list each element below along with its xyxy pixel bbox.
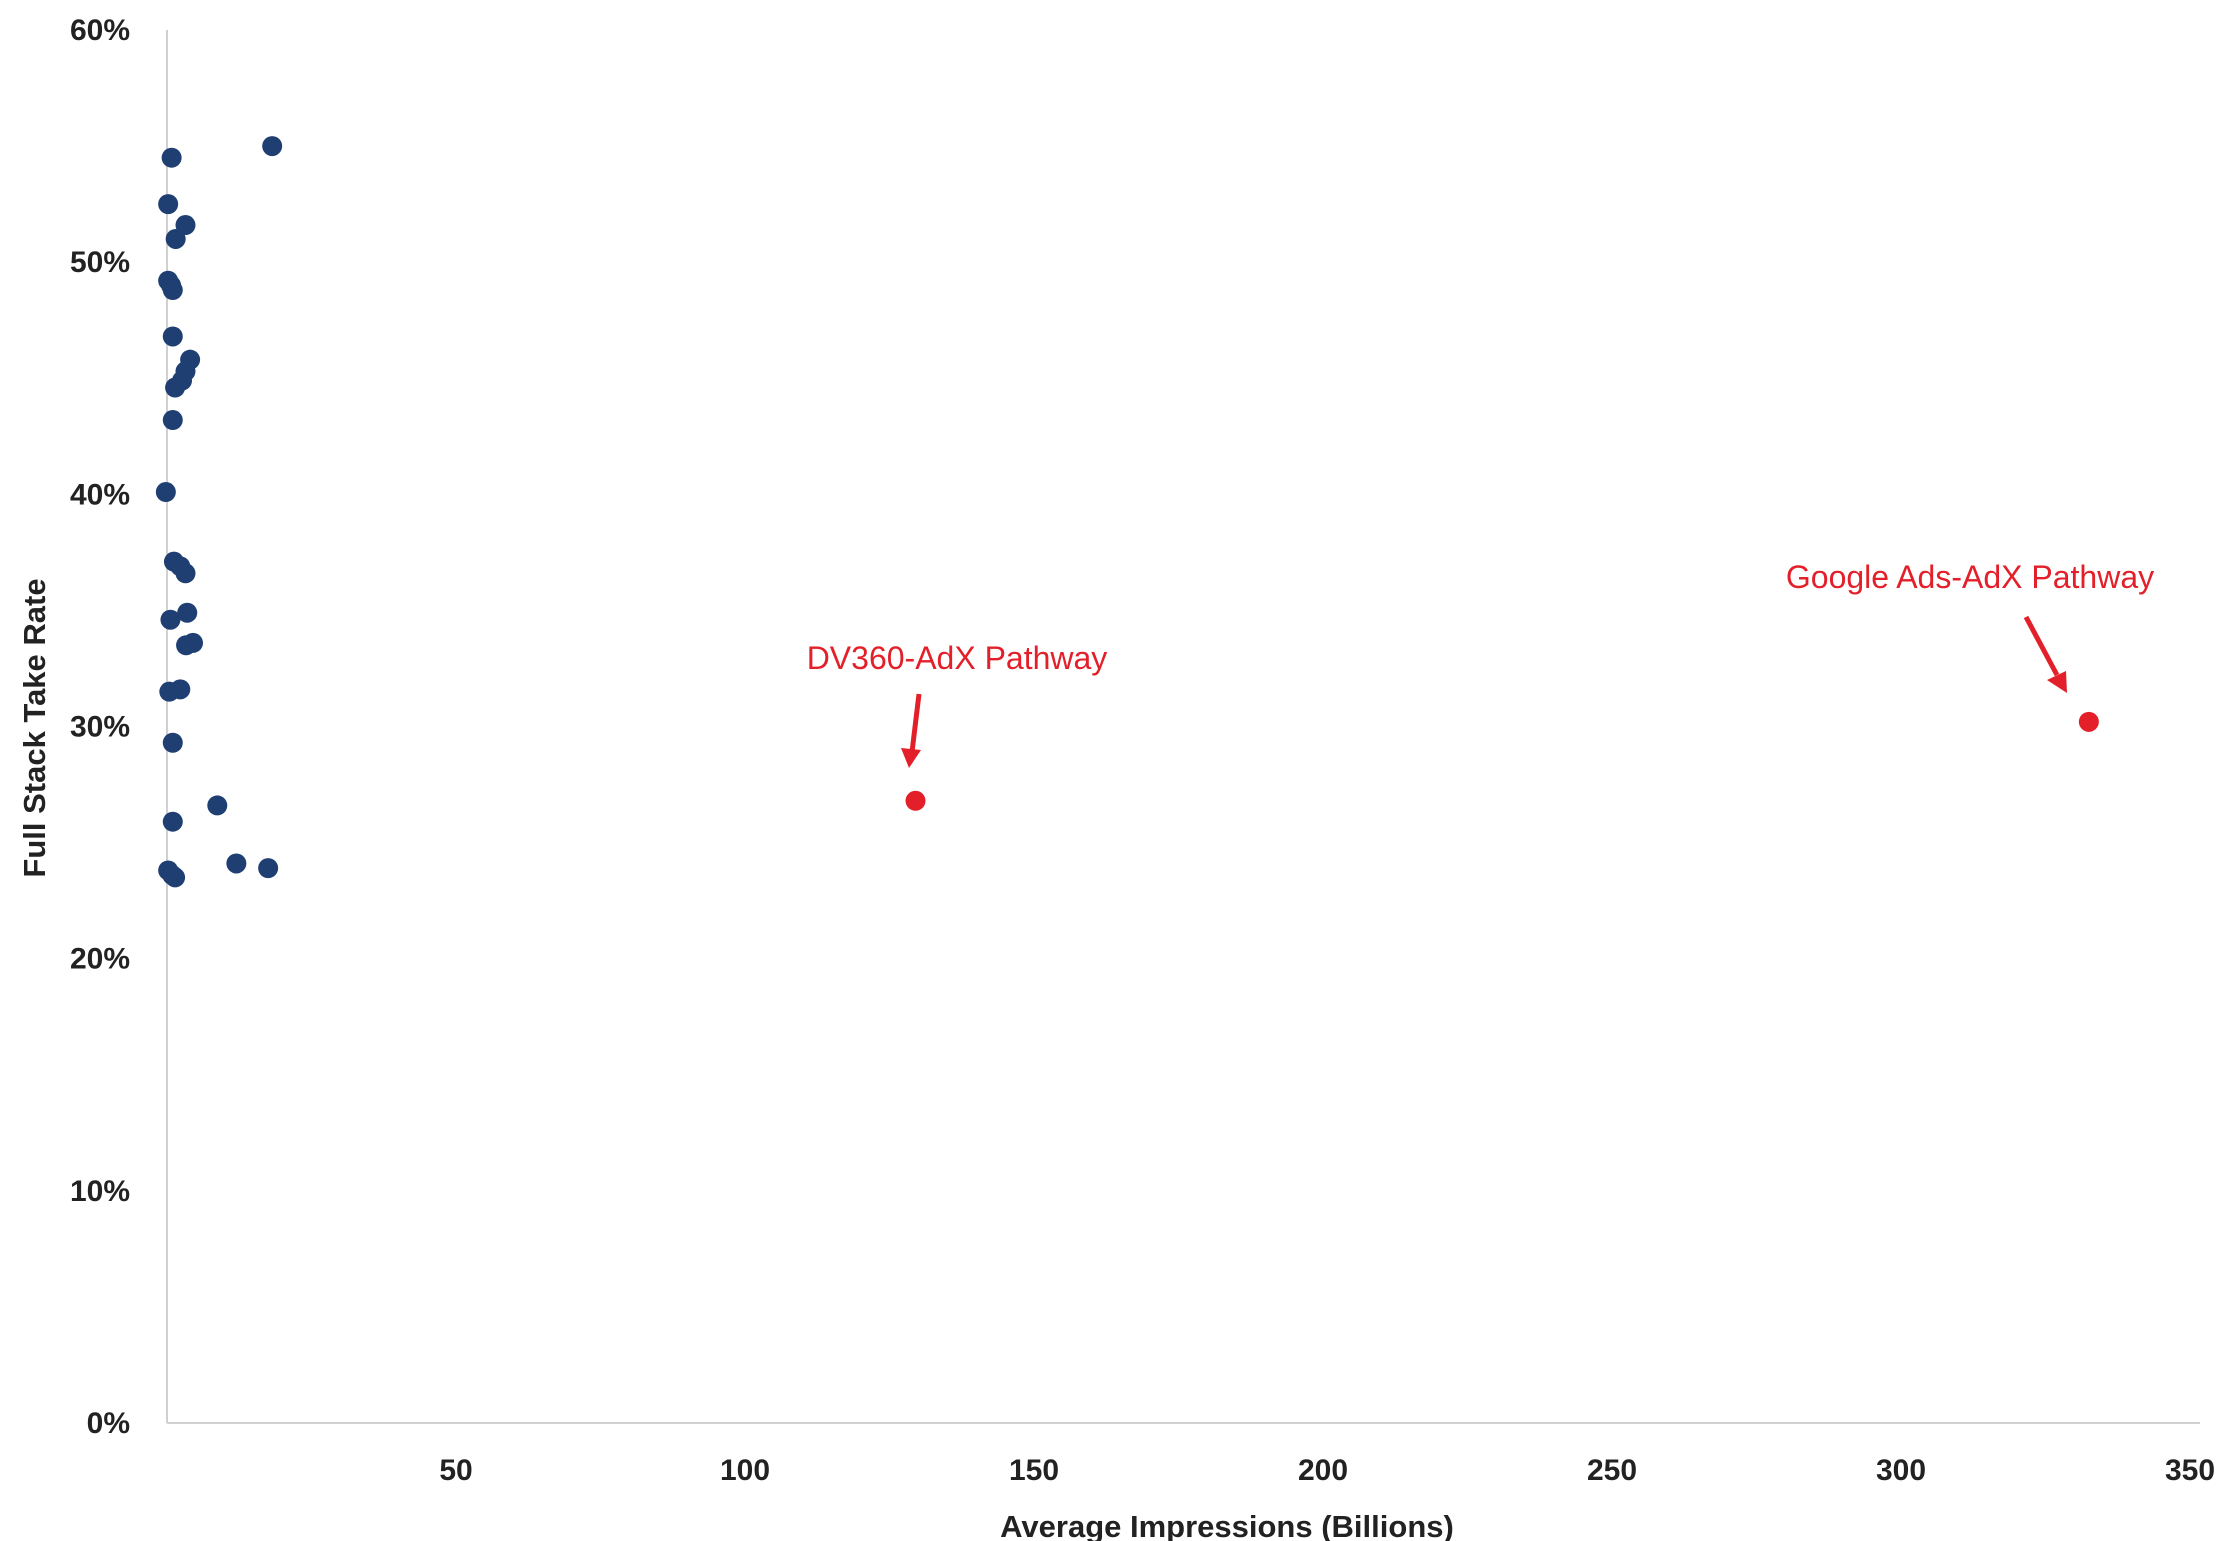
y-tick-label: 0% bbox=[87, 1407, 130, 1440]
scatter-point bbox=[162, 326, 183, 347]
x-tick-label: 250 bbox=[1587, 1454, 1637, 1487]
arrow-google-ads bbox=[2023, 615, 2067, 693]
scatter-point bbox=[162, 811, 183, 832]
scatter-point bbox=[175, 563, 196, 584]
x-tick-labels: 50 100 150 200 250 300 350 bbox=[439, 1454, 2215, 1487]
x-tick-label: 50 bbox=[439, 1454, 472, 1487]
x-tick-label: 150 bbox=[1009, 1454, 1059, 1487]
scatter-point bbox=[258, 858, 279, 879]
highlight-point bbox=[905, 790, 926, 811]
x-tick-label: 300 bbox=[1876, 1454, 1926, 1487]
scatter-point bbox=[176, 635, 197, 656]
scatter-points-main bbox=[155, 136, 283, 888]
scatter-point bbox=[155, 482, 176, 503]
scatter-point bbox=[177, 602, 198, 623]
scatter-point bbox=[158, 194, 179, 215]
scatter-point bbox=[165, 867, 186, 888]
x-tick-label: 100 bbox=[720, 1454, 770, 1487]
y-tick-labels: 0% 10% 20% 30% 40% 50% 60% bbox=[70, 14, 130, 1440]
arrow-dv360 bbox=[901, 693, 922, 768]
x-axis-title: Average Impressions (Billions) bbox=[1000, 1509, 1454, 1541]
annotation-dv360-label: DV360-AdX Pathway bbox=[807, 640, 1108, 676]
scatter-point bbox=[262, 136, 283, 157]
y-tick-label: 10% bbox=[70, 1175, 130, 1208]
scatter-point bbox=[226, 853, 247, 874]
scatter-point bbox=[165, 228, 186, 249]
scatter-point bbox=[175, 215, 196, 236]
scatter-point bbox=[160, 609, 181, 630]
annotations: DV360-AdX Pathway Google Ads-AdX Pathway bbox=[807, 559, 2154, 768]
scatter-point bbox=[162, 410, 183, 431]
x-tick-label: 200 bbox=[1298, 1454, 1348, 1487]
y-axis-title: Full Stack Take Rate bbox=[17, 578, 52, 877]
y-tick-label: 40% bbox=[70, 478, 130, 511]
scatter-point bbox=[162, 280, 183, 301]
y-tick-label: 30% bbox=[70, 711, 130, 744]
axes bbox=[166, 30, 2200, 1424]
x-tick-label: 350 bbox=[2165, 1454, 2215, 1487]
y-tick-label: 50% bbox=[70, 246, 130, 279]
scatter-point bbox=[207, 795, 228, 816]
scatter-point bbox=[165, 377, 186, 398]
scatter-point bbox=[162, 732, 183, 753]
annotation-google-ads-label: Google Ads-AdX Pathway bbox=[1786, 559, 2154, 595]
scatter-points-highlight bbox=[905, 711, 2099, 811]
scatter-point bbox=[159, 681, 180, 702]
y-tick-label: 20% bbox=[70, 943, 130, 976]
scatter-point bbox=[161, 147, 182, 168]
highlight-point bbox=[2078, 711, 2099, 732]
y-tick-label: 60% bbox=[70, 14, 130, 47]
